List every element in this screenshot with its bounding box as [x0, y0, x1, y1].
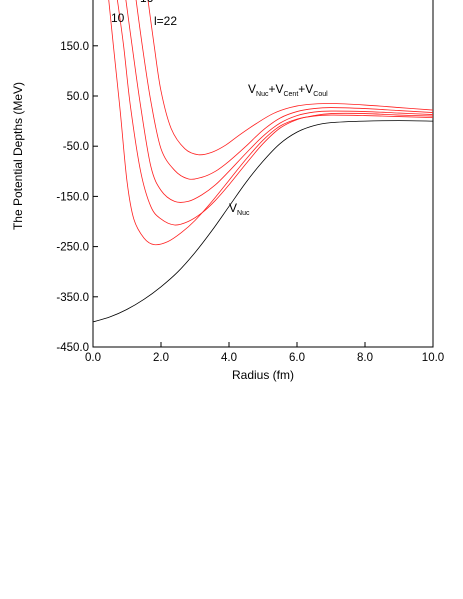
y-tick-label: -450.0 — [56, 342, 89, 354]
series-line-total-1 — [108, 0, 433, 246]
y-axis-title: The Potential Depths (MeV) — [11, 82, 25, 230]
x-tick-label: 10.0 — [422, 352, 444, 364]
series-line-total-5 — [147, 0, 433, 156]
x-axis-ticks: 0.0 2.0 4.0 6.0 8.0 10.0 — [85, 342, 444, 364]
y-axis-ticks: -450.0 -350.0 -250.0 -150.0 -50.0 50.0 150.0 25… — [56, 0, 98, 354]
series-layer — [93, 0, 433, 323]
x-tick-label: 4.0 — [221, 352, 237, 364]
x-tick-label: 8.0 — [357, 352, 373, 364]
series-line-total-3 — [125, 0, 433, 203]
vtot-plus2: +V — [298, 82, 313, 96]
vnuc-sub: Nuc — [237, 210, 250, 217]
x-tick-label: 2.0 — [153, 352, 169, 364]
annotation-vtotal: VNuc+VCent+VCoul — [248, 82, 328, 98]
vtot-v1: V — [248, 82, 256, 96]
annotation-l16: 16 — [140, 0, 154, 5]
vtot-plus1: +V — [268, 82, 283, 96]
series-line-total-4 — [135, 0, 433, 180]
vtot-sub1: Nuc — [256, 91, 269, 98]
y-tick-label: -350.0 — [56, 292, 89, 304]
vtot-sub3: Coul — [313, 91, 328, 98]
x-axis-title: Radius (fm) — [232, 368, 294, 382]
annotation-l10: 10 — [111, 11, 125, 25]
annotation-vnuc: VNuc — [229, 201, 250, 217]
y-tick-label: -150.0 — [56, 191, 89, 203]
vtot-sub2: Cent — [283, 91, 298, 98]
y-tick-label: 250.0 — [60, 0, 89, 3]
vnuc-v: V — [229, 201, 237, 215]
series-line-total-2 — [117, 0, 433, 226]
annotation-l22: l=22 — [154, 14, 177, 28]
plot-frame — [92, 0, 434, 348]
y-tick-label: -50.0 — [63, 141, 89, 153]
y-tick-label: 50.0 — [67, 91, 89, 103]
series-line-vnuc — [93, 120, 433, 323]
y-tick-label: 150.0 — [60, 41, 89, 53]
x-tick-label: 6.0 — [289, 352, 305, 364]
x-tick-label: 0.0 — [85, 352, 101, 364]
y-tick-label: -250.0 — [56, 242, 89, 254]
